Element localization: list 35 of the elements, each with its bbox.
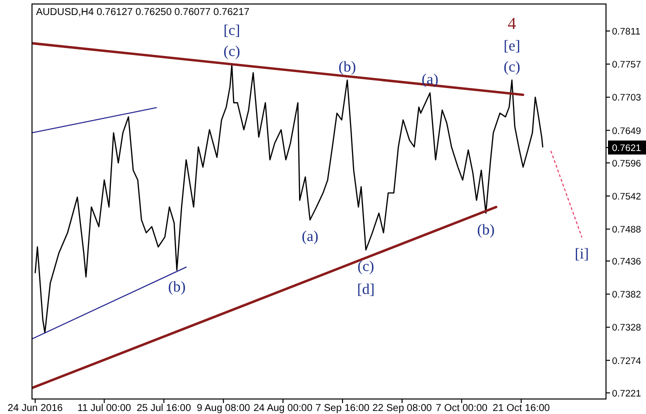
y-tick-label: 0.7649 [612, 126, 642, 137]
annotation: (c) [358, 259, 374, 276]
annotation: 4 [508, 14, 517, 34]
y-tick-label: 0.7596 [612, 158, 642, 170]
x-tick-label: 9 Aug 08:00 [196, 403, 251, 414]
y-tick-label: 0.7703 [612, 92, 642, 104]
x-tick-label: 7 Oct 00:00 [436, 403, 488, 414]
y-tick-label: 0.7542 [612, 191, 642, 202]
y-tick-label: 0.7221 [612, 388, 642, 400]
y-tick-label: 0.7274 [612, 356, 642, 367]
annotation: [e] [504, 38, 520, 54]
y-tick-label: 0.7621 [612, 143, 642, 154]
x-tick-label: 7 Sep 16:00 [316, 403, 370, 414]
x-tick-label: 11 Jul 00:00 [77, 403, 132, 414]
annotation: [i] [574, 246, 589, 262]
y-tick-label: 0.7382 [612, 290, 642, 301]
x-tick-label: 21 Oct 16:00 [492, 403, 550, 414]
x-tick-label: 25 Jul 16:00 [136, 403, 192, 414]
annotation: (a) [302, 229, 318, 246]
annotation: (b) [477, 222, 495, 238]
y-tick-label: 0.7757 [612, 60, 642, 71]
chart-title: AUDUSD,H4 0.76127 0.76250 0.76077 0.76217 [36, 7, 250, 18]
y-tick-label: 0.7328 [612, 322, 642, 334]
x-tick-label: 24 Jun 2016 [8, 403, 64, 414]
x-tick-label: 24 Aug 00:00 [253, 403, 313, 414]
x-tick-label: 22 Sep 08:00 [372, 403, 432, 414]
annotation: (c) [504, 59, 520, 76]
y-tick-label: 0.7811 [612, 26, 640, 38]
annotation: (b) [168, 279, 186, 296]
annotation: [d] [357, 282, 375, 298]
y-tick-label: 0.7488 [612, 224, 642, 236]
annotation: (c) [224, 44, 240, 60]
annotation: [c] [224, 22, 240, 39]
y-tick-label: 0.7436 [612, 256, 642, 268]
annotation: (b) [338, 59, 356, 76]
